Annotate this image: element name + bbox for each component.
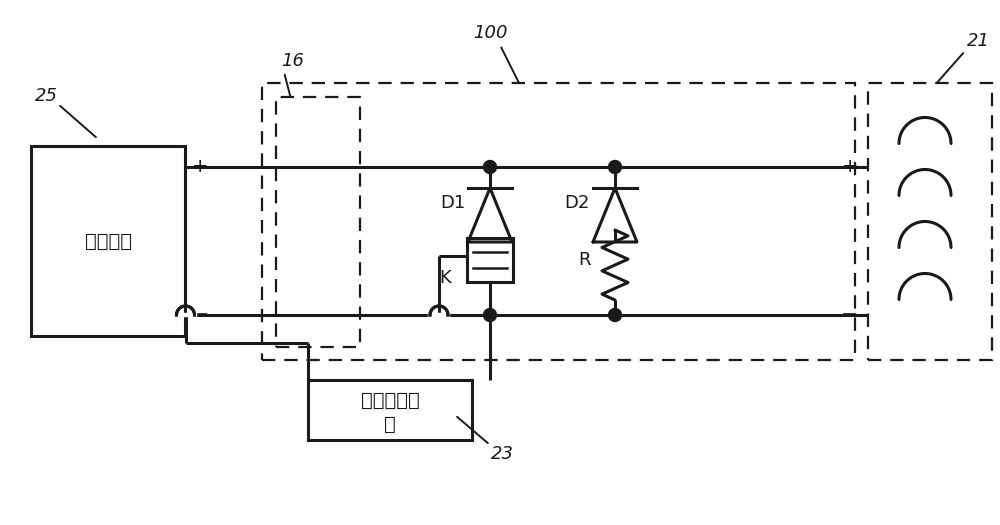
Text: 21: 21 — [967, 32, 990, 50]
Text: R: R — [579, 251, 591, 269]
Text: 100: 100 — [473, 24, 507, 42]
Text: D2: D2 — [564, 194, 590, 212]
Bar — [276, 97, 360, 347]
Circle shape — [608, 161, 622, 173]
Bar — [868, 83, 992, 360]
Text: D1: D1 — [440, 194, 466, 212]
Text: −: − — [841, 305, 859, 325]
Text: +: + — [192, 158, 209, 176]
Circle shape — [484, 161, 497, 173]
Bar — [31, 146, 185, 336]
Text: 23: 23 — [490, 445, 514, 463]
Text: 抱闸控制设: 抱闸控制设 — [361, 391, 419, 410]
Text: 抱闸电源: 抱闸电源 — [84, 232, 132, 250]
Text: 16: 16 — [281, 52, 304, 70]
Text: 备: 备 — [384, 415, 396, 434]
Circle shape — [484, 309, 497, 321]
Bar — [262, 83, 855, 360]
Text: 25: 25 — [35, 87, 58, 105]
Text: K: K — [439, 269, 451, 287]
Circle shape — [608, 309, 622, 321]
Bar — [467, 238, 513, 282]
Text: −: − — [192, 305, 209, 325]
Text: +: + — [842, 158, 858, 176]
Bar — [308, 380, 472, 440]
